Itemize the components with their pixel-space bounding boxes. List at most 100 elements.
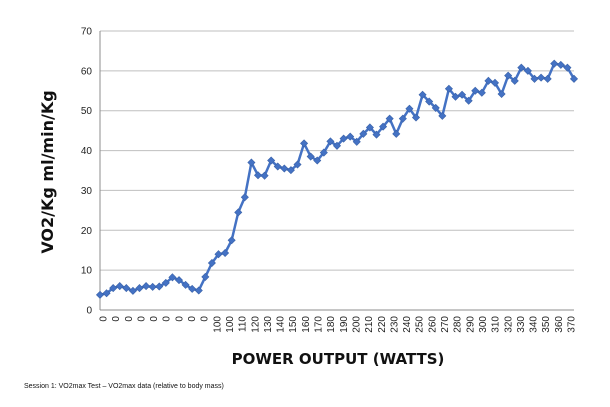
x-tick-label: 0 [200,316,211,322]
axes [99,31,574,311]
data-point [115,282,124,291]
data-point [234,208,243,217]
data-point [372,130,381,139]
data-point [194,286,203,295]
data-point [214,250,223,259]
y-tick-label: 20 [81,226,93,237]
data-point [128,286,137,295]
data-point [109,284,118,293]
data-point [221,248,230,258]
x-tick-label: 250 [415,316,426,333]
data-point [306,152,315,161]
data-point [418,90,427,99]
data-point [543,74,552,83]
x-tick-label: 330 [516,316,527,333]
x-tick-label: 120 [250,316,261,333]
data-point [451,92,460,101]
data-point [510,76,519,85]
data-points [95,59,579,299]
data-point [267,156,276,165]
data-point [530,74,539,83]
data-point [359,129,368,138]
data-point [188,284,197,293]
x-tick-label: 210 [364,316,375,333]
data-point [155,282,164,291]
x-tick-label: 290 [465,316,476,333]
data-point [300,139,309,148]
x-tick-label: 240 [402,316,413,333]
y-axis-title: VO2/Kg ml/min/Kg [38,90,57,253]
data-point [201,272,210,281]
data-point [174,276,184,285]
x-tick-label: 320 [503,316,514,333]
x-tick-label: 150 [288,316,299,333]
data-point [379,122,388,131]
x-tick-label: 0 [124,316,135,322]
data-point [253,171,263,180]
x-tick-label: 220 [377,316,388,333]
data-point [471,86,480,95]
data-point [273,162,282,171]
x-tick-label: 340 [529,316,540,333]
x-tick-label: 140 [276,316,287,333]
data-point [385,114,394,123]
data-point [102,289,111,298]
data-point [293,160,302,169]
x-tick-labels: 0 0 0 0 0 0 0 0 0 100 100 110 120 130 140 150 160 170 180 1… [99,316,578,333]
x-tick-label: 130 [263,316,274,333]
x-tick-label: 0 [162,316,173,322]
data-point [425,97,434,106]
data-point [497,89,506,98]
y-tick-label: 30 [81,186,93,197]
x-tick-label: 190 [339,316,350,333]
data-point [365,123,374,132]
y-tick-label: 50 [81,106,93,117]
x-tick-label: 270 [440,316,451,333]
x-tick-label: 350 [541,316,552,333]
x-tick-label: 0 [149,316,160,322]
series-line [99,62,576,297]
data-point [504,71,513,80]
y-tick-label: 70 [81,27,93,38]
figure-caption: Session 1: VO2max Test – VO2max data (re… [24,383,224,390]
x-tick-label: 100 [225,316,236,333]
y-tick-label: 0 [86,306,92,317]
data-point [346,132,355,141]
data-point [332,141,342,150]
data-point [398,114,407,123]
data-point [438,111,447,120]
x-tick-label: 170 [314,316,325,333]
data-point [484,76,493,85]
series-polyline [99,62,576,297]
x-tick-label: 260 [427,316,438,333]
data-point [490,78,500,87]
data-point [444,84,453,93]
x-tick-label: 300 [478,316,489,333]
data-point [181,280,190,289]
data-point [319,148,328,157]
data-point [411,113,421,122]
data-point [313,156,322,165]
data-point [286,166,295,175]
data-point [523,66,532,75]
data-point [550,59,559,68]
data-point [240,193,249,202]
data-point [207,258,216,267]
data-point [339,134,348,143]
data-point [464,96,473,105]
data-point [556,60,565,69]
data-point [477,88,486,97]
x-tick-label: 160 [301,316,312,333]
x-tick-label: 110 [238,316,249,332]
data-point [280,164,289,173]
y-tick-labels: 0 10 20 30 40 50 60 70 [81,27,93,317]
data-point [142,282,151,291]
data-point [122,284,131,293]
data-point [392,129,401,138]
data-point [168,273,177,282]
x-tick-label: 280 [453,316,464,333]
data-point [458,90,467,99]
x-tick-label: 230 [389,316,400,333]
data-point [431,103,440,112]
